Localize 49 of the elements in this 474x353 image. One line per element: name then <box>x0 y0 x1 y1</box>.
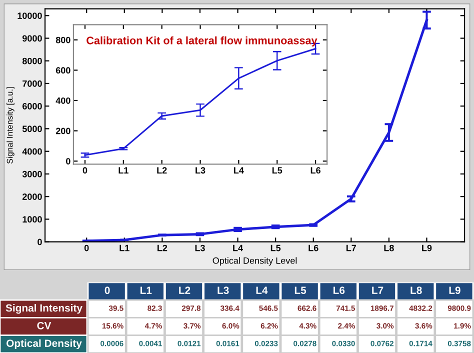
x-tick-label: L4 <box>233 244 243 252</box>
y-tick-label: 600 <box>56 67 70 74</box>
y-tick-label: 5000 <box>22 126 42 132</box>
x-tick-label: 0 <box>84 244 89 252</box>
category-label: Optical Density <box>6 339 82 350</box>
category-label: CV <box>37 322 52 330</box>
category-label: L6 <box>334 286 345 294</box>
x-tick-label: 0 <box>82 167 88 174</box>
x-tick-label: L6 <box>310 167 320 174</box>
x-tick-label: L7 <box>346 244 356 252</box>
y-tick-label: 2000 <box>22 194 42 200</box>
x-tick-label: L1 <box>120 244 130 252</box>
category-label: L7 <box>372 286 384 294</box>
x-tick-label: L5 <box>270 244 281 252</box>
category-label: L5 <box>294 286 306 294</box>
category-label: L2 <box>179 286 190 294</box>
x-tick-label: L2 <box>157 167 167 174</box>
x-tick-label: L1 <box>118 167 128 174</box>
x-axis-title: Optical Density Level <box>212 257 297 266</box>
y-tick-label: 400 <box>56 97 70 104</box>
x-tick-label: L3 <box>196 167 206 174</box>
category-label: L3 <box>218 286 229 294</box>
category-label: Signal Intensity <box>6 304 82 314</box>
x-tick-label: L9 <box>422 244 432 252</box>
y-tick-label: 9000 <box>22 35 42 42</box>
y-tick-label: 10000 <box>18 12 42 19</box>
category-label: L4 <box>256 286 268 294</box>
y-tick-label: 8000 <box>22 58 42 64</box>
y-tick-label: 7000 <box>22 80 42 87</box>
y-tick-label: 3000 <box>22 170 42 178</box>
category-label: L8 <box>410 286 422 294</box>
category-label: L9 <box>449 286 460 294</box>
y-tick-label: 0 <box>38 238 42 246</box>
category-label: 0 <box>104 286 110 294</box>
y-axis-title: Signal Intensity [a.u.] <box>6 87 14 164</box>
x-tick-label: L8 <box>384 244 394 252</box>
y-tick-label: 6000 <box>22 103 42 110</box>
y-tick-label: 800 <box>56 36 70 44</box>
y-tick-label: 1000 <box>22 216 42 223</box>
x-tick-label: L3 <box>195 244 205 252</box>
text: Calibration Kit of a lateral flow immunoassay <box>86 36 318 46</box>
x-tick-label: L2 <box>158 244 168 252</box>
x-tick-label: L4 <box>234 167 244 174</box>
y-tick-label: 200 <box>56 128 70 134</box>
x-tick-label: L5 <box>272 167 282 174</box>
x-tick-label: L6 <box>308 244 318 252</box>
y-tick-label: 4000 <box>22 148 42 155</box>
category-label: L1 <box>140 286 152 294</box>
y-tick-label: 0 <box>66 158 70 164</box>
